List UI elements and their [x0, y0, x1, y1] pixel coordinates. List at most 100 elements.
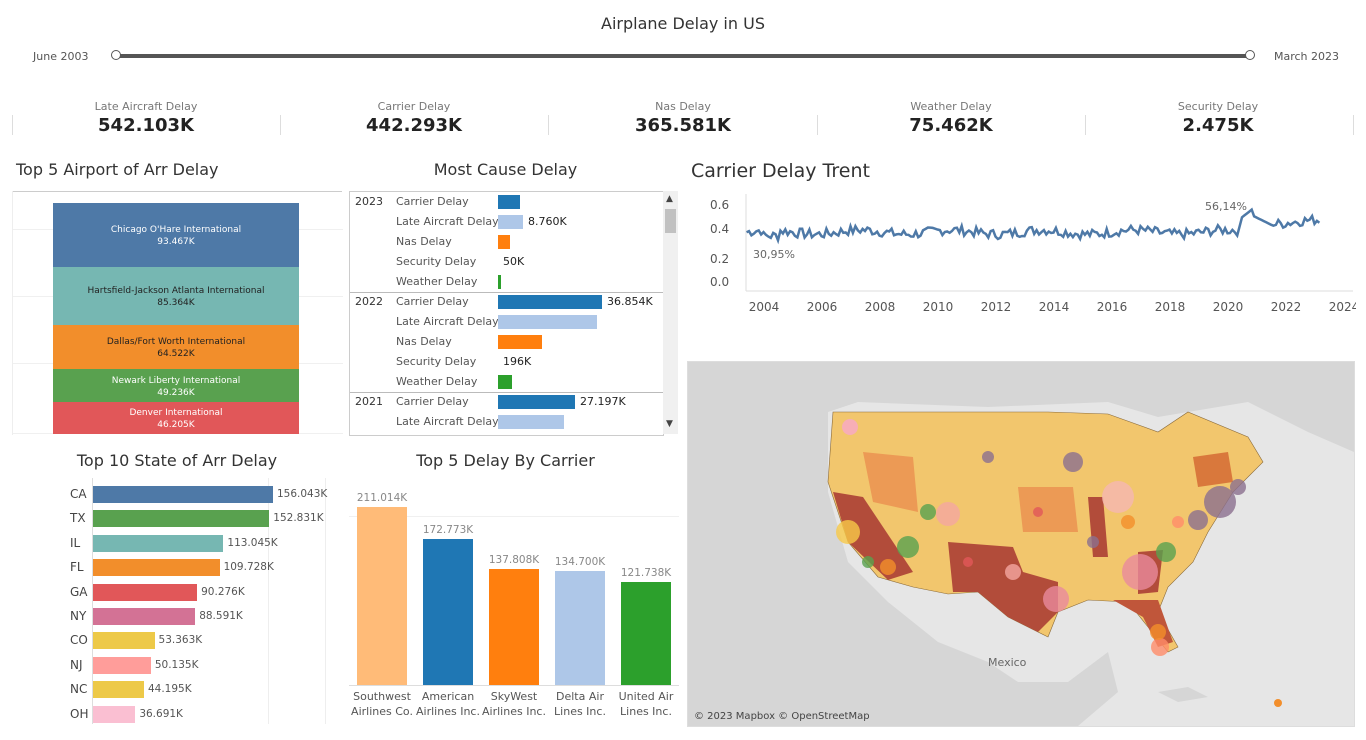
state-label: TX [70, 511, 86, 526]
cause-bar[interactable] [498, 395, 575, 409]
kpi-divider [280, 115, 281, 135]
kpi-value: 2.475K [1182, 115, 1254, 136]
state-label: CA [70, 487, 87, 501]
dashboard-title: Airplane Delay in US [601, 14, 765, 33]
causes-scrollbar[interactable]: ▲ ▼ [663, 191, 678, 434]
airport-bubble[interactable] [982, 451, 994, 463]
airport-bubble[interactable] [1063, 452, 1083, 472]
state-bar[interactable] [93, 656, 151, 674]
airport-bubble[interactable] [1121, 515, 1135, 529]
cause-name: Nas Delay [396, 235, 452, 248]
airport-segment[interactable]: Newark Liberty International 49.236K [53, 368, 299, 403]
kpi-value: 365.581K [635, 115, 731, 136]
cause-bar[interactable] [498, 195, 520, 209]
airport-bubble[interactable] [836, 520, 860, 544]
cause-bar[interactable] [498, 335, 542, 349]
slider-start-handle[interactable] [111, 50, 121, 60]
airports-title: Top 5 Airport of Arr Delay [16, 160, 219, 179]
map-state-ca[interactable] [833, 492, 913, 580]
trend-max-label: 56,14% [1205, 200, 1247, 213]
carrier-bar[interactable] [489, 568, 539, 685]
kpi-label: Nas Delay [655, 100, 711, 113]
airport-segment[interactable]: Chicago O'Hare International 93.467K [53, 203, 299, 267]
map-state-ny[interactable] [1193, 452, 1233, 487]
airport-bubble[interactable] [1188, 510, 1208, 530]
date-range-slider[interactable] [116, 54, 1250, 58]
airport-segment[interactable]: Dallas/Fort Worth International 64.522K [53, 324, 299, 369]
cause-bar[interactable] [498, 275, 502, 289]
scroll-down-icon[interactable]: ▼ [666, 419, 673, 429]
trend-line[interactable] [746, 207, 1321, 245]
state-bar[interactable] [93, 534, 224, 552]
airport-bubble[interactable] [1102, 481, 1134, 513]
state-bar[interactable] [93, 510, 270, 528]
cause-bar[interactable] [498, 375, 512, 389]
airport-name: Denver International [129, 408, 223, 419]
state-label: CO [70, 633, 88, 648]
airport-bubble[interactable] [1005, 564, 1021, 580]
airport-bubble[interactable] [1204, 486, 1236, 518]
state-bar[interactable] [93, 681, 144, 699]
airport-bubble[interactable] [1151, 638, 1169, 656]
airport-bubble[interactable] [880, 559, 896, 575]
state-bar[interactable] [93, 608, 196, 625]
scroll-thumb[interactable] [665, 209, 676, 233]
airport-bubble[interactable] [1043, 586, 1069, 612]
cause-bar[interactable] [498, 315, 597, 329]
cause-bar[interactable] [498, 215, 523, 229]
carrier-name: Southwest [353, 690, 411, 703]
airport-segment[interactable]: Denver International 46.205K [53, 402, 299, 434]
cause-bar[interactable] [498, 235, 511, 249]
airport-bubble[interactable] [936, 502, 960, 526]
airport-bubble[interactable] [1156, 542, 1176, 562]
trend-x-tick: 2014 [1039, 300, 1070, 314]
airport-bubble[interactable] [897, 536, 919, 558]
slider-end-handle[interactable] [1245, 50, 1255, 60]
cause-bar[interactable] [498, 415, 564, 429]
state-bar[interactable] [93, 559, 220, 577]
cause-name: Security Delay [396, 255, 477, 268]
state-value: 88.591K [199, 610, 243, 622]
airport-bubble[interactable] [1230, 479, 1246, 495]
trend-y-tick: 0.2 [710, 252, 729, 266]
airport-bubble[interactable] [1150, 624, 1166, 640]
map-state-mid[interactable] [1018, 487, 1078, 532]
airport-bubble[interactable] [1087, 536, 1099, 548]
delay-map[interactable]: Mexico © 2023 Mapbox © OpenStreetMap [687, 361, 1355, 727]
airport-name: Dallas/Fort Worth International [106, 336, 246, 347]
airport-bubble[interactable] [1274, 699, 1282, 707]
airport-segment[interactable]: Hartsfield-Jackson Atlanta International… [53, 266, 299, 325]
map-canvas[interactable] [688, 362, 1354, 726]
airport-bubble[interactable] [1172, 516, 1184, 528]
trend-x-tick: 2016 [1097, 300, 1128, 314]
state-bar[interactable] [93, 583, 198, 601]
airport-bubble[interactable] [1033, 507, 1043, 517]
trend-x-tick: 2008 [865, 300, 896, 314]
kpi-divider [1353, 115, 1354, 135]
cause-bar[interactable] [498, 295, 602, 309]
airport-bubble[interactable] [963, 557, 973, 567]
carrier-bar[interactable] [357, 507, 407, 685]
airport-bubble[interactable] [1122, 554, 1158, 590]
carrier-bar[interactable] [423, 539, 473, 685]
carrier-name: Delta Air [556, 690, 604, 703]
state-bar[interactable] [93, 632, 155, 650]
kpi-divider [1085, 115, 1086, 135]
airport-bubble[interactable] [862, 556, 874, 568]
map-attribution[interactable]: © 2023 Mapbox © OpenStreetMap [694, 711, 870, 722]
state-bar[interactable] [93, 486, 273, 503]
state-bar[interactable] [93, 705, 136, 723]
map-state-west[interactable] [863, 452, 918, 512]
carrier-bar[interactable] [555, 571, 605, 685]
state-value: 113.045K [227, 536, 278, 549]
airport-bubble[interactable] [842, 419, 858, 435]
kpi-label: Weather Delay [910, 100, 992, 113]
airport-value: 85.364K [157, 297, 195, 308]
scroll-up-icon[interactable]: ▲ [666, 194, 673, 204]
state-label: NJ [70, 657, 83, 672]
carrier-bar[interactable] [621, 582, 671, 685]
state-value: 44.195K [147, 683, 192, 696]
airport-segment-label: Newark Liberty International 49.236K [53, 375, 299, 399]
airport-bubble[interactable] [920, 504, 936, 520]
map-state-tx[interactable] [948, 542, 1058, 632]
